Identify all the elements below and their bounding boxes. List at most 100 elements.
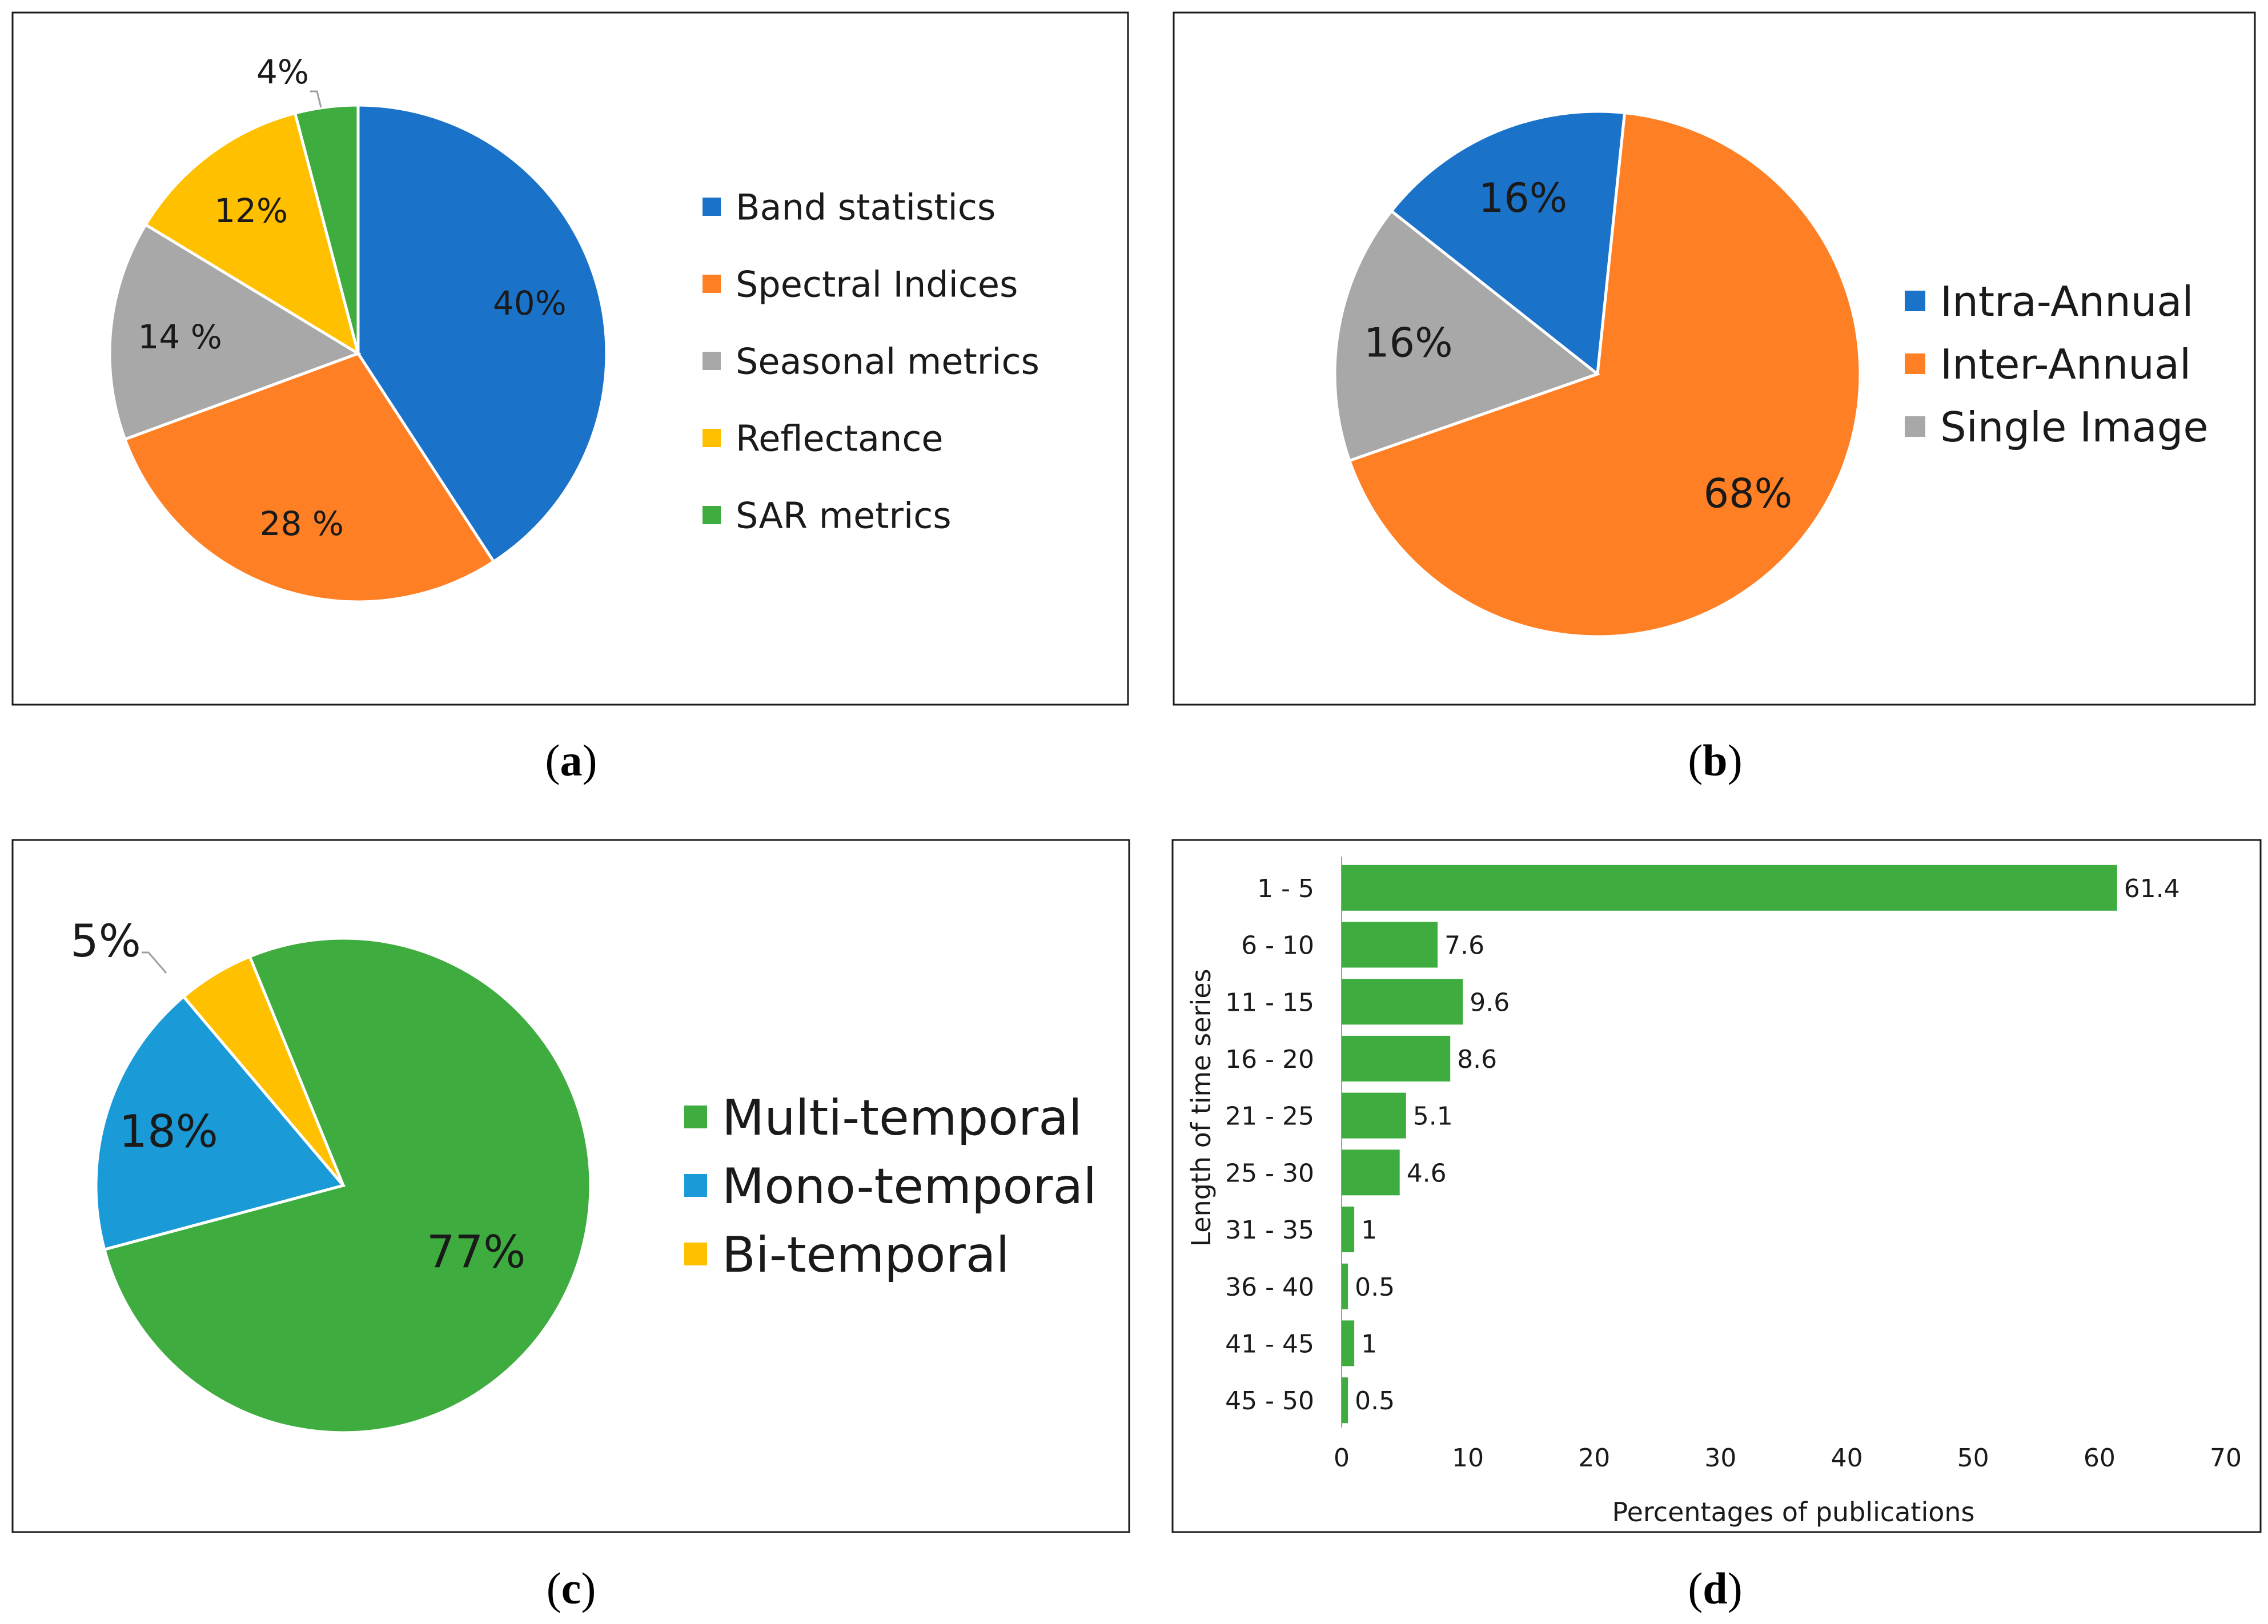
bar-21-25 xyxy=(1342,1092,1406,1139)
panel-b-slice-labels: 16% 68% 16% xyxy=(1364,175,1792,517)
slice-label-sar-metrics: 4% xyxy=(256,53,309,91)
legend-swatch xyxy=(1905,291,1925,311)
caption-b: (b) xyxy=(1688,735,1742,785)
panel-c-pie xyxy=(94,936,592,1434)
y-tick-label: 31 - 35 xyxy=(1225,1216,1314,1245)
leader-line xyxy=(310,90,322,108)
y-tick-label: 16 - 20 xyxy=(1225,1045,1314,1074)
panel-d: 61.47.69.68.65.14.610.510.5 1 - 56 - 101… xyxy=(1171,839,2262,1533)
panel-c: 77% 18% 5% Multi-temporal Mono-temporal Bi-t… xyxy=(11,839,1130,1533)
panel-a-legend: Band statistics Spectral Indices Seasonal … xyxy=(703,186,1039,536)
x-tick-label: 60 xyxy=(2084,1444,2116,1473)
y-tick-label: 41 - 45 xyxy=(1225,1329,1314,1358)
y-tick-label: 25 - 30 xyxy=(1225,1159,1314,1188)
x-tick-label: 40 xyxy=(1831,1444,1863,1473)
bar-11-15 xyxy=(1342,979,1463,1025)
x-tick-label: 70 xyxy=(2210,1444,2242,1473)
bar-45-50 xyxy=(1342,1377,1348,1424)
leader-line xyxy=(142,951,167,974)
legend-label: Bi-temporal xyxy=(722,1227,1010,1284)
panel-c-legend: Multi-temporal Mono-temporal Bi-temporal xyxy=(684,1090,1097,1284)
pie-slice-seasonal-metrics xyxy=(108,223,362,441)
pie-slice-intra-annual xyxy=(1389,110,1627,377)
legend-item-seasonal-metrics: Seasonal metrics xyxy=(703,340,1039,382)
legend-swatch xyxy=(703,352,721,370)
legend-label: Spectral Indices xyxy=(736,263,1018,305)
pie-slice-spectral-indices xyxy=(123,351,496,604)
pie-slice-reflectance xyxy=(143,111,360,357)
slice-label-mono-temporal: 18% xyxy=(119,1106,218,1157)
caption-c: (c) xyxy=(547,1563,596,1613)
bar-chart-axis-ticks: 1 - 5 6 - 10 11 - 15 16 - 20 21 - 25 25 - 30 3… xyxy=(1225,874,2242,1473)
bar-value-label: 61.4 xyxy=(2124,874,2180,903)
bar-value-label: 8.6 xyxy=(1457,1045,1497,1074)
legend-swatch xyxy=(684,1106,707,1128)
slice-label-seasonal-metrics: 14 % xyxy=(138,317,222,356)
panel-b: 16% 68% 16% Intra-Annual Inter-Annual Single… xyxy=(1173,11,2256,706)
pie-slice-sar-metrics xyxy=(293,103,360,354)
legend-item-spectral-indices: Spectral Indices xyxy=(703,263,1018,305)
x-tick-label: 10 xyxy=(1452,1444,1484,1473)
legend-item-reflectance: Reflectance xyxy=(703,417,944,459)
legend-item-mono-temporal: Mono-temporal xyxy=(684,1158,1097,1215)
legend-swatch xyxy=(703,429,721,447)
pie-slice-bi-temporal xyxy=(181,954,345,1187)
legend-label: Inter-Annual xyxy=(1940,340,2191,388)
legend-swatch xyxy=(1905,416,1925,437)
caption-d: (d) xyxy=(1688,1563,1742,1613)
bar-16-20 xyxy=(1342,1035,1451,1082)
legend-item-bi-temporal: Bi-temporal xyxy=(684,1227,1010,1284)
legend-item-inter-annual: Inter-Annual xyxy=(1905,340,2191,388)
bar-value-label: 1 xyxy=(1361,1329,1377,1358)
pie-slice-inter-annual xyxy=(1347,111,1862,638)
panel-d-frame xyxy=(1171,839,2262,1533)
bar-25-30 xyxy=(1342,1149,1400,1196)
bar-36-40 xyxy=(1342,1263,1348,1309)
bar-value-label: 5.1 xyxy=(1413,1102,1453,1131)
y-tick-label: 36 - 40 xyxy=(1225,1273,1314,1302)
legend-label: SAR metrics xyxy=(736,495,952,536)
panel-c-slice-labels: 77% 18% 5% xyxy=(70,916,525,1278)
panel-a-slice-labels: 40% 28 % 14 % 12% 4% xyxy=(138,53,567,543)
legend-label: Single Image xyxy=(1940,403,2209,451)
bar-6-10 xyxy=(1342,922,1438,968)
x-tick-label: 30 xyxy=(1704,1444,1736,1473)
panel-a: 40% 28 % 14 % 12% 4% Band statistics Spectral… xyxy=(11,11,1129,706)
bar-value-label: 7.6 xyxy=(1444,931,1484,960)
legend-label: Mono-temporal xyxy=(722,1158,1097,1215)
y-tick-label: 21 - 25 xyxy=(1225,1102,1314,1131)
x-tick-label: 0 xyxy=(1334,1444,1350,1473)
legend-item-multi-temporal: Multi-temporal xyxy=(684,1090,1082,1147)
pie-slice-multi-temporal xyxy=(102,936,592,1434)
legend-label: Seasonal metrics xyxy=(736,340,1039,382)
bar-31-35 xyxy=(1342,1207,1355,1252)
bar-41-45 xyxy=(1342,1320,1355,1366)
panel-b-legend: Intra-Annual Inter-Annual Single Image xyxy=(1905,278,2209,451)
slice-label-inter-annual: 68% xyxy=(1704,471,1793,517)
x-tick-label: 50 xyxy=(1957,1444,1989,1473)
legend-item-single-image: Single Image xyxy=(1905,403,2209,451)
bar-value-label: 9.6 xyxy=(1470,988,1510,1017)
legend-swatch xyxy=(703,275,721,293)
slice-label-spectral-indices: 28 % xyxy=(260,504,344,543)
bar-chart-y-axis-title: Length of time series xyxy=(1186,968,1217,1247)
bar-chart-bars: 61.4 7.6 9.6 8.65.1 4.6 1 0.5 1 0.5 xyxy=(1342,865,2180,1424)
bar-value-label: 1 xyxy=(1361,1216,1377,1245)
slice-label-bi-temporal: 5% xyxy=(70,916,141,967)
slice-label-single-image: 16% xyxy=(1364,320,1453,367)
bar-value-label: 0.5 xyxy=(1355,1273,1395,1302)
legend-label: Multi-temporal xyxy=(722,1090,1082,1147)
panel-b-pie xyxy=(1333,110,1862,638)
y-tick-label: 11 - 15 xyxy=(1225,988,1314,1017)
legend-label: Band statistics xyxy=(736,186,995,228)
slice-label-multi-temporal: 77% xyxy=(427,1227,525,1279)
legend-label: Intra-Annual xyxy=(1940,278,2194,325)
caption-a: (a) xyxy=(545,735,597,785)
legend-item-band-statistics: Band statistics xyxy=(703,186,995,228)
x-tick-label: 20 xyxy=(1578,1444,1610,1473)
legend-swatch xyxy=(703,198,721,216)
slice-label-intra-annual: 16% xyxy=(1479,175,1568,222)
slice-label-band-statistics: 40% xyxy=(493,284,567,323)
bar-value-label: 0.5 xyxy=(1355,1386,1395,1416)
